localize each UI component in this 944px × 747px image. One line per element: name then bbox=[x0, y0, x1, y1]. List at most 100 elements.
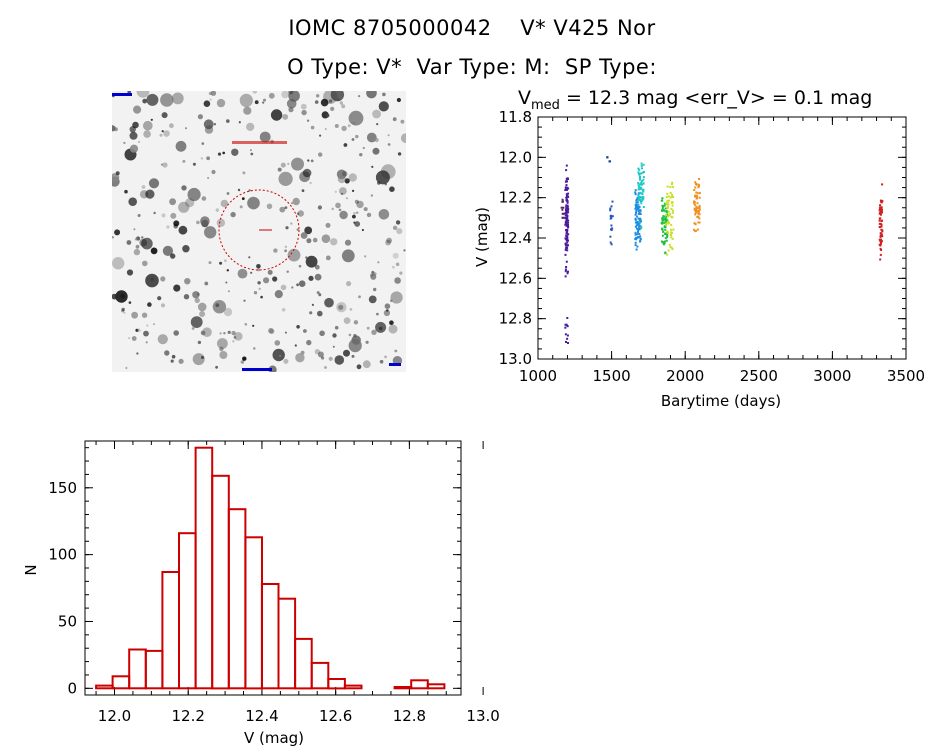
data-point bbox=[565, 205, 568, 208]
data-point bbox=[881, 229, 884, 232]
data-point bbox=[879, 217, 882, 220]
star bbox=[399, 271, 403, 275]
star bbox=[153, 211, 156, 215]
data-point bbox=[642, 182, 645, 185]
data-point bbox=[669, 246, 672, 249]
data-point bbox=[638, 172, 640, 175]
histogram-bar bbox=[310, 661, 330, 690]
data-point bbox=[639, 175, 641, 178]
data-point bbox=[643, 170, 645, 173]
star bbox=[262, 101, 265, 104]
data-point bbox=[638, 187, 641, 190]
data-point bbox=[879, 222, 882, 225]
star bbox=[344, 239, 352, 246]
star bbox=[371, 165, 374, 168]
star bbox=[366, 212, 372, 218]
star bbox=[248, 189, 251, 192]
data-point bbox=[879, 247, 882, 250]
star bbox=[268, 327, 274, 334]
data-point bbox=[641, 196, 644, 199]
data-point bbox=[610, 205, 613, 208]
data-point bbox=[564, 244, 567, 247]
star bbox=[169, 123, 174, 129]
corner-label-mark bbox=[112, 93, 132, 96]
star bbox=[136, 352, 139, 355]
data-point bbox=[669, 196, 672, 199]
data-point bbox=[609, 209, 612, 212]
star bbox=[343, 317, 351, 324]
star bbox=[334, 190, 337, 193]
star bbox=[346, 197, 348, 200]
data-point bbox=[666, 253, 669, 256]
data-point bbox=[641, 198, 644, 200]
star bbox=[266, 203, 273, 210]
star bbox=[364, 255, 367, 258]
data-point bbox=[667, 222, 669, 225]
data-point bbox=[561, 200, 564, 203]
star bbox=[239, 93, 253, 107]
star bbox=[351, 354, 355, 358]
star bbox=[339, 187, 347, 195]
data-point bbox=[878, 209, 881, 212]
star bbox=[356, 211, 359, 214]
data-point bbox=[565, 223, 568, 225]
data-point bbox=[637, 171, 640, 174]
data-point bbox=[634, 244, 637, 247]
star bbox=[234, 332, 243, 341]
data-point bbox=[637, 228, 640, 230]
star bbox=[306, 238, 312, 244]
data-point bbox=[634, 241, 637, 244]
data-point bbox=[666, 199, 669, 202]
star bbox=[173, 284, 181, 292]
star bbox=[197, 340, 202, 345]
star bbox=[220, 199, 229, 208]
data-point bbox=[694, 194, 697, 197]
data-point bbox=[566, 194, 568, 197]
data-point bbox=[635, 203, 638, 206]
star bbox=[215, 208, 219, 212]
star bbox=[208, 261, 212, 265]
data-point bbox=[564, 333, 567, 336]
title-v: V bbox=[518, 87, 531, 109]
data-point bbox=[660, 199, 663, 202]
star bbox=[396, 97, 401, 103]
star bbox=[259, 131, 271, 143]
star bbox=[232, 340, 235, 343]
data-point bbox=[879, 239, 882, 242]
star bbox=[338, 208, 342, 212]
star bbox=[282, 114, 289, 120]
histogram-bar bbox=[194, 446, 214, 690]
target-label-mark bbox=[232, 141, 287, 144]
data-point bbox=[697, 212, 700, 215]
data-point bbox=[640, 172, 643, 175]
data-point bbox=[634, 207, 637, 210]
histogram-bar bbox=[277, 597, 297, 690]
star bbox=[358, 95, 361, 98]
data-point bbox=[638, 212, 640, 215]
data-point bbox=[661, 208, 664, 211]
star bbox=[301, 109, 307, 116]
data-point bbox=[698, 178, 701, 180]
data-point bbox=[662, 218, 665, 221]
star bbox=[314, 273, 322, 281]
data-point bbox=[636, 206, 639, 209]
star bbox=[291, 157, 304, 171]
data-point bbox=[567, 211, 570, 214]
target-circle bbox=[218, 189, 300, 271]
star bbox=[237, 268, 248, 279]
data-point bbox=[641, 183, 643, 186]
data-point bbox=[637, 167, 640, 170]
star bbox=[321, 234, 331, 243]
data-point bbox=[693, 201, 696, 204]
data-point bbox=[566, 249, 569, 252]
data-point bbox=[565, 224, 568, 227]
star bbox=[135, 244, 140, 249]
star bbox=[131, 311, 138, 319]
x-tick-label: 1000 bbox=[519, 367, 557, 385]
star bbox=[366, 132, 377, 143]
data-point bbox=[639, 198, 642, 201]
star bbox=[233, 336, 237, 339]
star bbox=[216, 218, 226, 227]
data-point bbox=[666, 185, 669, 188]
data-point bbox=[881, 183, 884, 186]
